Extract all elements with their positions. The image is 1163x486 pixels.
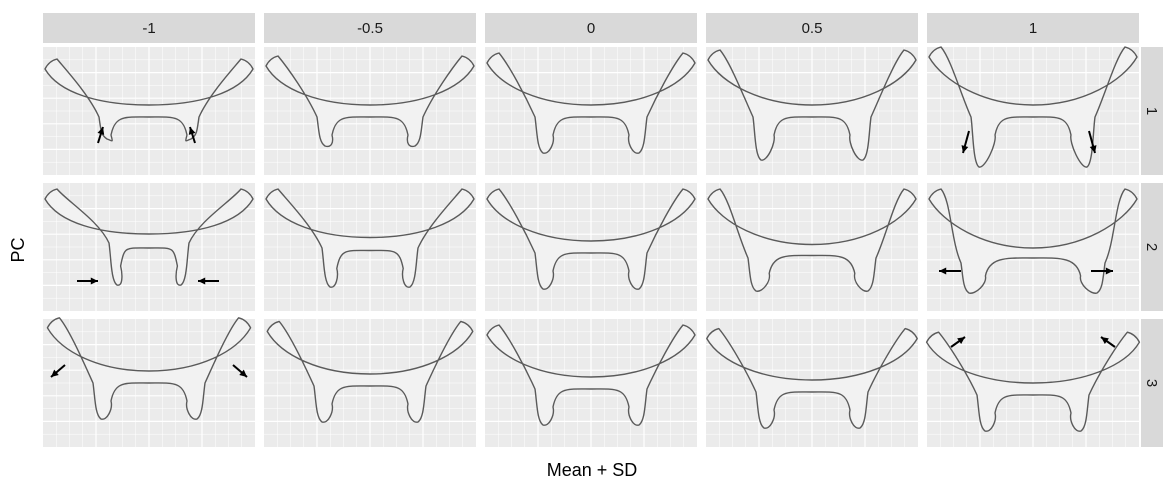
column-strip (927, 13, 1139, 43)
row-strip-label: 1 (1143, 107, 1160, 115)
arrow-head (1105, 267, 1113, 275)
arrow-pair (939, 267, 1113, 275)
shape-outline (486, 324, 696, 426)
row-strip (1141, 47, 1163, 175)
x-axis-title: Mean + SD (547, 460, 638, 480)
column-strip (43, 13, 255, 43)
y-axis-title: PC (8, 237, 28, 262)
shape-outline (44, 58, 254, 142)
facet-panel (706, 319, 918, 447)
arrow-pair (97, 126, 196, 144)
panel-layer (43, 46, 1141, 447)
column-strip-label: -1 (142, 20, 155, 37)
row-strip (1141, 319, 1163, 447)
facet-panel (927, 183, 1139, 311)
row-strip (1141, 183, 1163, 311)
facet-panel (925, 319, 1141, 447)
arrow-pair (950, 336, 1116, 348)
facet-panel (264, 183, 476, 311)
facet-panel (43, 47, 255, 175)
arrow-pair (961, 130, 1097, 154)
panel-grid (264, 47, 476, 175)
row-strip-label: 3 (1143, 379, 1160, 387)
facet-panel (485, 183, 697, 311)
row-strip-label: 2 (1143, 243, 1160, 251)
shape-outline (265, 55, 475, 148)
arrow-head (1089, 145, 1097, 153)
facet-panel (43, 183, 255, 311)
panel-grid (43, 319, 255, 447)
column-strip (264, 13, 476, 43)
facet-panel (706, 47, 918, 175)
arrow-pair (50, 364, 248, 378)
panel-grid (927, 183, 1139, 311)
facet-panel (43, 317, 255, 447)
shape-outline (925, 331, 1141, 432)
arrow-head (51, 369, 59, 377)
column-strip (706, 13, 918, 43)
facet-panel (264, 47, 476, 175)
column-strip (485, 13, 697, 43)
panel-grid (485, 47, 697, 175)
arrow-head (1101, 337, 1109, 345)
arrow-pair (77, 277, 219, 285)
facet-panel (264, 319, 476, 447)
shape-outline (44, 188, 254, 286)
shape-outline (486, 52, 696, 154)
column-strip-label: -0.5 (357, 20, 383, 37)
shape-outline (46, 317, 252, 420)
arrow-head (188, 127, 196, 135)
shape-outline (266, 320, 474, 423)
shape-outline (706, 327, 918, 429)
arrow-head (198, 277, 206, 285)
shape-outline (265, 188, 475, 288)
facet-panel (706, 183, 918, 311)
arrow-head (97, 127, 105, 135)
shape-outline (486, 188, 696, 290)
column-strips: -1 -0.5 0 0.5 1 (43, 13, 1139, 43)
shape-outline (707, 188, 917, 292)
column-strip-label: 1 (1029, 20, 1037, 37)
facet-panel (927, 46, 1139, 175)
arrow-head (939, 267, 947, 275)
shape-outline (707, 49, 917, 161)
arrow-head (90, 277, 98, 285)
row-strips: 1 2 3 (1141, 47, 1163, 447)
arrow-head (957, 337, 965, 345)
arrow-head (961, 145, 969, 153)
arrow-head (239, 369, 247, 377)
shape-outline (928, 188, 1138, 294)
column-strip-label: 0 (587, 20, 595, 37)
facet-panel (485, 47, 697, 175)
column-strip-label: 0.5 (802, 20, 823, 37)
facet-panel (485, 319, 697, 447)
panel-grid (706, 183, 918, 311)
shape-outline (928, 46, 1138, 168)
